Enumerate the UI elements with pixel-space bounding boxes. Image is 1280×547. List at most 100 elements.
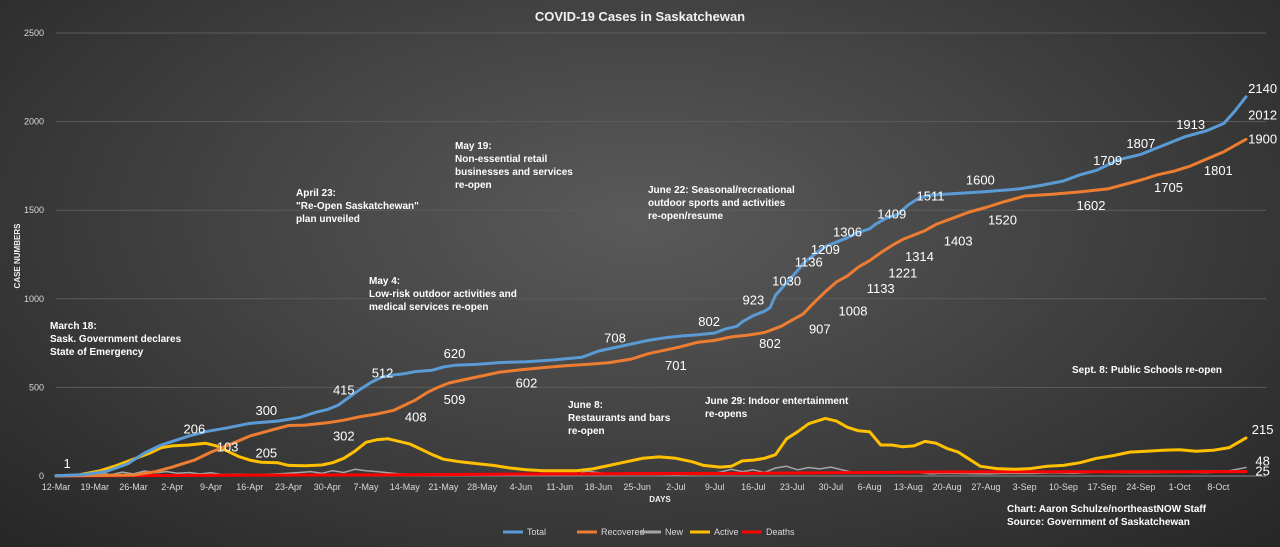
gridlines <box>56 32 1266 477</box>
x-tick-label: 16-Jul <box>741 482 766 492</box>
x-tick-label: 25-Jun <box>623 482 651 492</box>
y-tick-label: 2000 <box>24 117 44 127</box>
data-label-recovered: 1133 <box>867 281 895 296</box>
x-tick-label: 10-Sep <box>1049 482 1078 492</box>
data-label-total: 1709 <box>1093 153 1122 168</box>
series-lines <box>54 95 1248 478</box>
x-axis-label: DAYS <box>649 495 671 504</box>
data-label-total: 1136 <box>795 255 823 270</box>
data-label-active: 103 <box>217 440 239 455</box>
data-label-recovered: 1900 <box>1248 131 1277 146</box>
legend-label-new: New <box>665 527 684 537</box>
y-axis-label: CASE NUMBERS <box>13 223 22 289</box>
x-tick-label: 2-Apr <box>161 482 183 492</box>
data-label-recovered: 1403 <box>944 233 973 248</box>
data-label-total: 1306 <box>833 225 862 240</box>
data-label-deaths: 25 <box>1255 464 1269 479</box>
data-label-recovered: 1801 <box>1204 163 1233 178</box>
data-label-total: 415 <box>333 382 355 397</box>
x-tick-label: 14-May <box>390 482 421 492</box>
annotation-march-18: March 18: Sask. Government declares State … <box>50 321 182 358</box>
data-label-total: 512 <box>372 365 394 380</box>
annotation-may-4: May 4: Low-risk outdoor activities and med… <box>369 276 517 313</box>
x-tick-label: 30-Jul <box>819 482 844 492</box>
credit-line: Chart: Aaron Schulze/northeastNOW Staff <box>1007 504 1207 515</box>
data-label-total: 1511 <box>917 188 945 203</box>
credits: Chart: Aaron Schulze/northeastNOW Staff S… <box>1007 504 1207 528</box>
series-line-total <box>54 95 1248 478</box>
data-labels: 1 206 103 300 205 302 415 512 408 620 509 602 708 701… <box>63 81 1277 479</box>
data-label-recovered: 701 <box>665 358 687 373</box>
data-label-recovered: 1520 <box>988 213 1017 228</box>
data-label-total: 708 <box>604 331 626 346</box>
legend-label-active: Active <box>714 527 739 537</box>
annotation-june-29: June 29: Indoor entertainment re-opens <box>705 396 849 420</box>
data-label-total: 923 <box>743 292 765 307</box>
x-tick-label: 30-Apr <box>314 482 341 492</box>
x-tick-label: 24-Sep <box>1126 482 1155 492</box>
x-tick-label: 17-Sep <box>1088 482 1117 492</box>
data-label-total: 2140 <box>1248 81 1277 96</box>
annotation-april-23: April 23: "Re-Open Saskatchewan" plan unve… <box>296 188 419 225</box>
y-axis-ticks: 0 500 1000 1500 2000 2500 <box>24 28 44 481</box>
legend-label-deaths: Deaths <box>766 527 795 537</box>
x-tick-label: 18-Jun <box>585 482 613 492</box>
data-label-recovered: 602 <box>516 375 538 390</box>
data-label-total: 1807 <box>1126 136 1155 151</box>
x-tick-label: 11-Jun <box>546 482 573 492</box>
data-label-active: 215 <box>1252 422 1274 437</box>
x-tick-label: 3-Sep <box>1013 482 1037 492</box>
y-tick-label: 2500 <box>24 28 44 38</box>
data-label-total: 802 <box>698 314 720 329</box>
chart-title: COVID-19 Cases in Saskatchewan <box>535 9 745 24</box>
legend-label-total: Total <box>527 527 546 537</box>
data-label-new: 48 <box>1255 453 1269 468</box>
y-tick-label: 0 <box>39 471 44 481</box>
data-label-total: 1600 <box>966 172 995 187</box>
x-tick-label: 7-May <box>353 482 379 492</box>
data-label-total: 1209 <box>811 242 840 257</box>
x-tick-label: 23-Apr <box>275 482 302 492</box>
data-label-recovered: 802 <box>759 336 781 351</box>
series-line-deaths <box>54 470 1248 478</box>
x-tick-label: 26-Mar <box>119 482 148 492</box>
x-tick-label: 16-Apr <box>236 482 263 492</box>
x-tick-label: 4-Jun <box>510 482 533 492</box>
data-label-recovered: 1221 <box>888 266 917 281</box>
y-tick-label: 1000 <box>24 294 44 304</box>
data-label-total: 2012 <box>1248 107 1277 122</box>
series-line-active <box>54 416 1248 478</box>
data-label-total: 1 <box>63 456 70 471</box>
x-tick-label: 12-Mar <box>42 482 71 492</box>
credit-line: Source: Government of Saskatchewan <box>1007 517 1190 528</box>
data-label-active: 206 <box>184 421 206 436</box>
data-label-recovered: 205 <box>255 446 277 461</box>
x-tick-label: 9-Apr <box>200 482 222 492</box>
series-line-recovered <box>54 137 1248 478</box>
x-tick-label: 23-Jul <box>780 482 805 492</box>
legend: Total Recovered New Active Deaths <box>503 527 795 537</box>
x-tick-label: 8-Oct <box>1207 482 1230 492</box>
data-label-recovered: 509 <box>444 392 466 407</box>
data-label-recovered: 1705 <box>1154 180 1183 195</box>
y-tick-label: 1500 <box>24 205 44 215</box>
x-tick-label: 9-Jul <box>705 482 725 492</box>
data-label-total: 1030 <box>772 273 801 288</box>
y-tick-label: 500 <box>29 382 44 392</box>
x-tick-label: 6-Aug <box>858 482 882 492</box>
annotation-may-19: May 19: Non-essential retail businesses an… <box>455 141 573 191</box>
data-label-recovered: 302 <box>333 428 355 443</box>
data-label-total: 300 <box>255 403 277 418</box>
x-tick-label: 21-May <box>428 482 459 492</box>
annotation-june-22: June 22: Seasonal/recreational outdoor sp… <box>648 185 795 222</box>
x-tick-label: 1-Oct <box>1169 482 1192 492</box>
x-tick-label: 27-Aug <box>971 482 1000 492</box>
data-label-recovered: 408 <box>405 410 427 425</box>
data-label-recovered: 1602 <box>1077 198 1106 213</box>
annotation-sept-8: Sept. 8: Public Schools re-open <box>1072 365 1222 376</box>
annotation-june-8: June 8: Restaurants and bars re-open <box>568 400 671 437</box>
annotations: March 18: Sask. Government declares State … <box>50 141 1222 437</box>
data-label-total: 1409 <box>877 206 906 221</box>
data-label-recovered: 1008 <box>839 303 868 318</box>
